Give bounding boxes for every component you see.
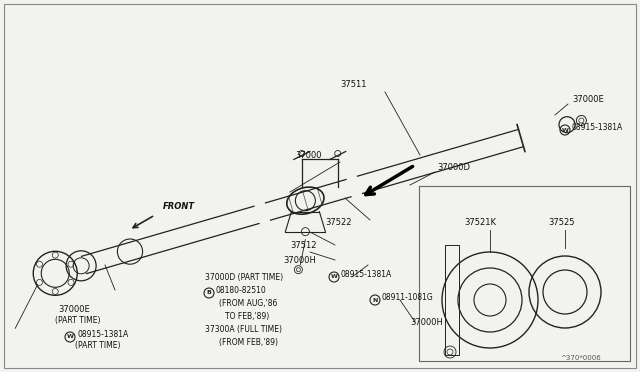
Text: FRONT: FRONT	[163, 202, 195, 211]
Text: 37521K: 37521K	[464, 218, 496, 227]
Bar	[445, 245, 459, 355]
Text: 37522: 37522	[325, 218, 351, 227]
Text: ^370*0006: ^370*0006	[560, 355, 601, 361]
Text: 37000D (PART TIME): 37000D (PART TIME)	[205, 273, 283, 282]
Text: 08915-1381A: 08915-1381A	[77, 330, 128, 339]
Text: (FROM AUG,'86: (FROM AUG,'86	[219, 299, 277, 308]
Text: 37525: 37525	[548, 218, 575, 227]
Text: B: B	[207, 291, 211, 295]
Text: 08911-1081G: 08911-1081G	[382, 293, 434, 302]
Text: 37511: 37511	[340, 80, 367, 89]
Text: 37000H: 37000H	[410, 318, 443, 327]
Text: 37300A (FULL TIME): 37300A (FULL TIME)	[205, 325, 282, 334]
Text: 37000E: 37000E	[572, 95, 604, 104]
Text: 37000H: 37000H	[283, 256, 316, 265]
Text: TO FEB,'89): TO FEB,'89)	[225, 312, 269, 321]
Text: 08915-1381A: 08915-1381A	[341, 270, 392, 279]
Text: (PART TIME): (PART TIME)	[75, 341, 120, 350]
Text: W: W	[561, 128, 568, 132]
Text: N: N	[372, 298, 378, 302]
Text: 37000: 37000	[295, 151, 321, 160]
Text: 37000D: 37000D	[437, 163, 470, 172]
Text: 08180-82510: 08180-82510	[216, 286, 267, 295]
Text: W: W	[67, 334, 74, 340]
Text: (PART TIME): (PART TIME)	[55, 316, 100, 325]
Text: W: W	[331, 275, 337, 279]
Text: 37512: 37512	[290, 241, 317, 250]
Text: 08915-1381A: 08915-1381A	[572, 123, 623, 132]
Text: (FROM FEB,'89): (FROM FEB,'89)	[219, 338, 278, 347]
Text: 37000E: 37000E	[58, 305, 90, 314]
